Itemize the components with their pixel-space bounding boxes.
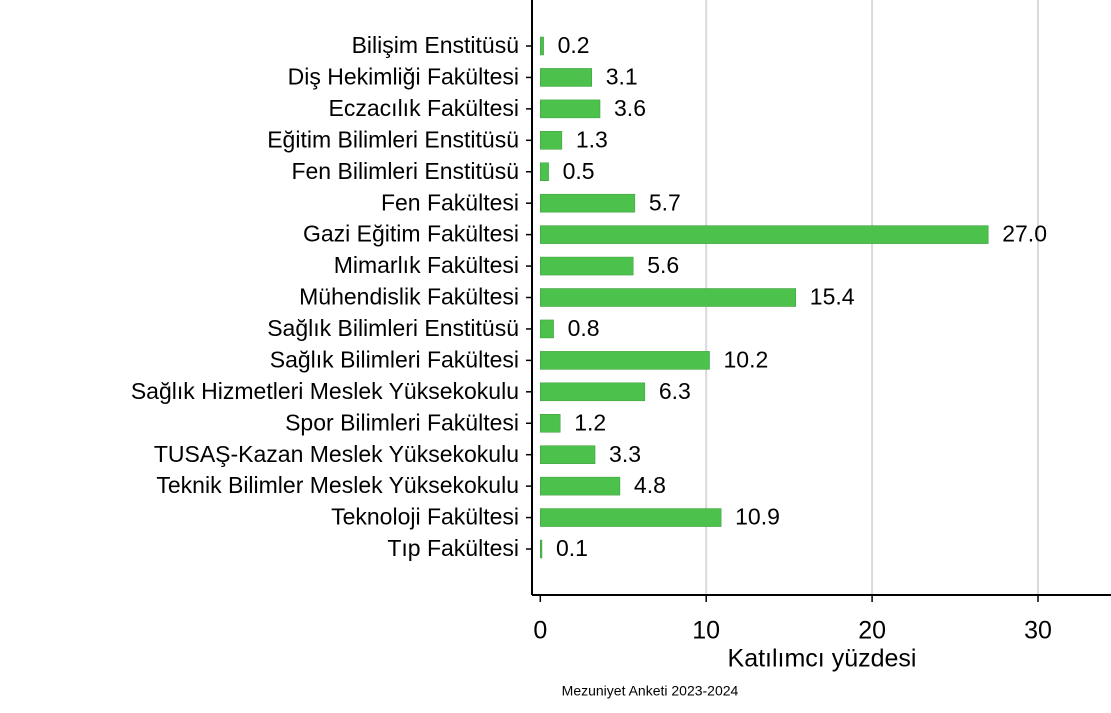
bar xyxy=(540,476,621,496)
x-tick-label: 20 xyxy=(858,617,886,645)
y-tick-label: Fen Bilimleri Enstitüsü xyxy=(291,158,519,184)
y-tick-label: Teknoloji Fakültesi xyxy=(331,504,519,530)
data-label: 1.3 xyxy=(576,126,608,152)
data-label: 10.9 xyxy=(735,504,780,530)
bar xyxy=(540,414,561,433)
y-tick-label: Sağlık Hizmetleri Meslek Yüksekokulu xyxy=(131,378,519,404)
y-tick-label: Tıp Fakültesi xyxy=(387,535,519,561)
y-tick-label: Teknik Bilimler Meslek Yüksekokulu xyxy=(156,472,519,498)
bar xyxy=(540,68,592,87)
bar xyxy=(540,351,710,370)
y-tick-label: Sağlık Bilimleri Fakültesi xyxy=(270,346,519,372)
data-label: 0.5 xyxy=(563,158,595,184)
y-tick-label: Diş Hekimliği Fakültesi xyxy=(288,64,519,90)
note: Mezuniyet Anketi 2023-2024 xyxy=(562,683,739,699)
y-tick-label: Mimarlık Fakültesi xyxy=(334,252,519,278)
bar xyxy=(540,319,554,339)
bar xyxy=(540,445,596,464)
bar xyxy=(540,508,722,527)
bar xyxy=(540,131,563,150)
bar xyxy=(540,162,549,181)
data-label: 0.1 xyxy=(556,535,588,561)
data-label: 3.3 xyxy=(609,441,641,467)
data-label: 1.2 xyxy=(574,409,606,435)
x-tick-label: 30 xyxy=(1024,617,1052,645)
y-tick-label: TUSAŞ-Kazan Meslek Yüksekokulu xyxy=(154,441,519,467)
bar xyxy=(540,288,797,307)
data-label: 0.2 xyxy=(558,32,590,58)
x-tick-label: 10 xyxy=(692,617,720,645)
data-label: 3.6 xyxy=(614,95,646,121)
y-tick-label: Sağlık Bilimleri Enstitüsü xyxy=(267,315,519,341)
y-tick-label: Gazi Eğitim Fakültesi xyxy=(303,221,519,247)
bar xyxy=(540,193,636,213)
data-label: 0.8 xyxy=(568,315,600,341)
data-label: 10.2 xyxy=(724,346,769,372)
y-tick-label: Mühendislik Fakültesi xyxy=(299,284,519,310)
bar xyxy=(540,539,543,559)
data-label: 15.4 xyxy=(810,284,855,310)
bar xyxy=(540,225,989,244)
data-label: 27.0 xyxy=(1002,221,1047,247)
data-label: 3.1 xyxy=(606,64,638,90)
y-tick-label: Eğitim Bilimleri Enstitüsü xyxy=(267,126,519,152)
bar xyxy=(540,99,601,119)
bar xyxy=(540,256,634,276)
data-label: 6.3 xyxy=(659,378,691,404)
x-axis-title: Katılımcı yüzdesi xyxy=(728,645,917,673)
data-label: 5.7 xyxy=(649,189,681,215)
y-tick-label: Spor Bilimleri Fakültesi xyxy=(285,409,519,435)
bar xyxy=(540,36,544,56)
bar xyxy=(540,382,646,402)
y-tick-label: Bilişim Enstitüsü xyxy=(352,32,519,58)
data-label: 4.8 xyxy=(634,472,666,498)
y-tick-label: Fen Fakültesi xyxy=(381,189,519,215)
data-label: 5.6 xyxy=(647,252,679,278)
y-tick-label: Eczacılık Fakültesi xyxy=(329,95,519,121)
x-tick-label: 0 xyxy=(533,617,547,645)
